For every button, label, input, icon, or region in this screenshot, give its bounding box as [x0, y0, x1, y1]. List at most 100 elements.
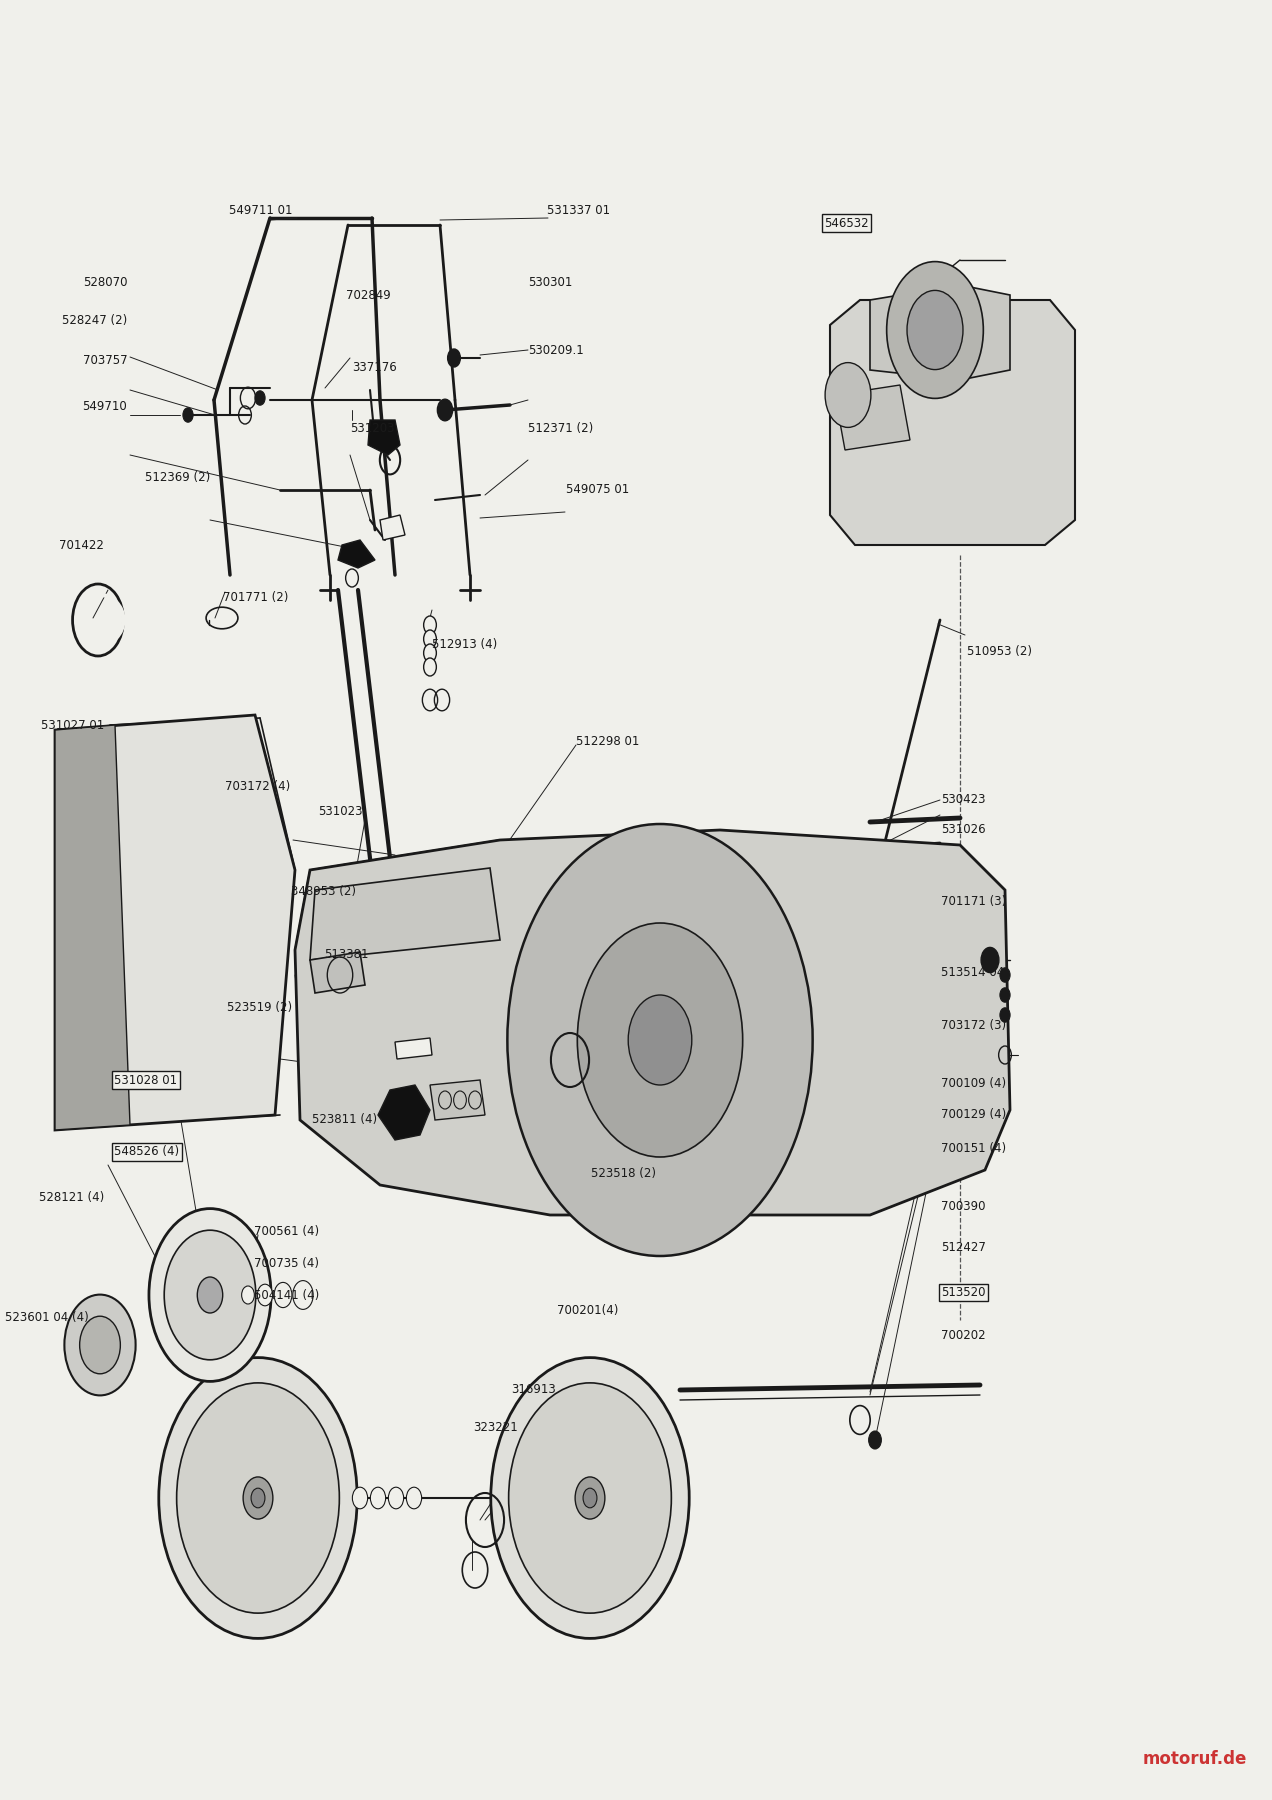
Text: 700202: 700202	[941, 1328, 986, 1343]
Polygon shape	[295, 830, 1010, 1215]
Circle shape	[869, 1431, 881, 1449]
Text: 549075 01: 549075 01	[566, 482, 630, 497]
Polygon shape	[55, 725, 130, 1130]
Text: 703172 (3): 703172 (3)	[941, 1019, 1006, 1033]
Circle shape	[509, 1382, 672, 1613]
Text: 530301: 530301	[528, 275, 572, 290]
Circle shape	[424, 644, 436, 662]
Text: 504141 (4): 504141 (4)	[254, 1289, 319, 1303]
Circle shape	[628, 995, 692, 1085]
Circle shape	[438, 400, 453, 421]
Circle shape	[583, 1489, 597, 1508]
Text: 348953 (2): 348953 (2)	[291, 884, 356, 898]
Text: 701171 (3): 701171 (3)	[941, 895, 1006, 909]
Text: motoruf.de: motoruf.de	[1142, 1750, 1247, 1768]
Polygon shape	[380, 515, 404, 540]
Text: 510953 (2): 510953 (2)	[967, 644, 1032, 659]
Text: 513381: 513381	[324, 947, 369, 961]
Circle shape	[424, 659, 436, 677]
Text: 531203: 531203	[350, 421, 394, 436]
Circle shape	[981, 947, 999, 972]
Circle shape	[243, 1478, 273, 1519]
Circle shape	[164, 1229, 256, 1359]
Circle shape	[159, 1357, 357, 1638]
Text: 528121 (4): 528121 (4)	[39, 1190, 104, 1204]
Text: 512298 01: 512298 01	[576, 734, 640, 749]
Circle shape	[80, 1316, 121, 1373]
Circle shape	[257, 1283, 272, 1305]
Polygon shape	[368, 419, 399, 455]
Polygon shape	[338, 540, 375, 569]
Circle shape	[575, 1478, 605, 1519]
Text: 323221: 323221	[473, 1420, 518, 1435]
Text: 531337 01: 531337 01	[547, 203, 611, 218]
Text: 316913: 316913	[511, 1382, 556, 1397]
Circle shape	[1000, 968, 1010, 983]
Circle shape	[577, 923, 743, 1157]
Text: 530209.1: 530209.1	[528, 344, 584, 358]
Text: 702849: 702849	[346, 288, 391, 302]
Text: 531027 01: 531027 01	[41, 718, 104, 733]
Polygon shape	[396, 1039, 432, 1058]
Circle shape	[183, 409, 193, 423]
Circle shape	[491, 1357, 689, 1638]
Text: 701771 (2): 701771 (2)	[223, 590, 287, 605]
Circle shape	[149, 1208, 271, 1381]
Circle shape	[508, 824, 813, 1256]
Text: 513520: 513520	[941, 1285, 986, 1300]
Circle shape	[871, 866, 884, 884]
Circle shape	[826, 362, 871, 427]
Circle shape	[197, 1276, 223, 1312]
Text: 531028 01: 531028 01	[114, 1073, 178, 1087]
Polygon shape	[378, 1085, 430, 1139]
Circle shape	[1000, 988, 1010, 1003]
Text: 523519 (2): 523519 (2)	[228, 1001, 293, 1015]
Circle shape	[424, 630, 436, 648]
Polygon shape	[430, 1080, 485, 1120]
Circle shape	[1000, 1008, 1010, 1022]
Text: 700390: 700390	[941, 1199, 986, 1213]
Polygon shape	[831, 301, 1075, 545]
Text: 700109 (4): 700109 (4)	[941, 1076, 1006, 1091]
Polygon shape	[870, 284, 1010, 380]
Circle shape	[251, 1489, 265, 1508]
Circle shape	[177, 1382, 340, 1613]
Text: 523518 (2): 523518 (2)	[591, 1166, 656, 1181]
Circle shape	[406, 1487, 421, 1508]
Circle shape	[424, 616, 436, 634]
Text: 512427: 512427	[941, 1240, 986, 1255]
Circle shape	[293, 1280, 313, 1309]
Text: 546532: 546532	[824, 216, 869, 230]
Circle shape	[887, 261, 983, 398]
Polygon shape	[310, 868, 500, 959]
Text: 530423: 530423	[941, 792, 986, 806]
Text: 700151 (4): 700151 (4)	[941, 1141, 1006, 1156]
Text: 701422: 701422	[60, 538, 104, 553]
Text: 549710: 549710	[83, 400, 127, 414]
Text: 700735 (4): 700735 (4)	[254, 1256, 319, 1271]
Text: 531026: 531026	[941, 823, 986, 837]
Text: 512371 (2): 512371 (2)	[528, 421, 593, 436]
Polygon shape	[55, 715, 295, 1130]
Text: 549711 01: 549711 01	[229, 203, 293, 218]
Text: 700561 (4): 700561 (4)	[254, 1224, 319, 1238]
Text: 528247 (2): 528247 (2)	[62, 313, 127, 328]
Circle shape	[448, 349, 460, 367]
Text: 337176: 337176	[352, 360, 397, 374]
Circle shape	[370, 1487, 385, 1508]
Text: 512913 (4): 512913 (4)	[432, 637, 497, 652]
Text: 512369 (2): 512369 (2)	[145, 470, 210, 484]
Polygon shape	[834, 385, 909, 450]
Text: 528070: 528070	[83, 275, 127, 290]
Circle shape	[242, 1285, 254, 1303]
Circle shape	[352, 1487, 368, 1508]
Text: 523811 (4): 523811 (4)	[312, 1112, 377, 1127]
Text: 703172 (4): 703172 (4)	[225, 779, 290, 794]
Circle shape	[273, 1282, 291, 1307]
Text: 700201(4): 700201(4)	[557, 1303, 618, 1318]
Text: 700129 (4): 700129 (4)	[941, 1107, 1006, 1121]
Text: 703757: 703757	[83, 353, 127, 367]
Text: 548526 (4): 548526 (4)	[114, 1145, 179, 1159]
Text: 513514 04: 513514 04	[941, 965, 1005, 979]
Circle shape	[388, 1487, 403, 1508]
